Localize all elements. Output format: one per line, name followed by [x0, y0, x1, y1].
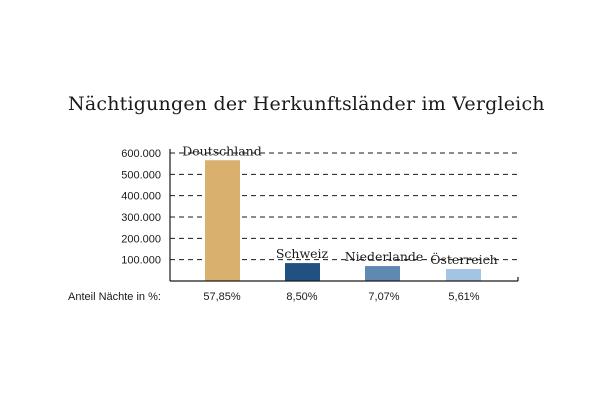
y-tick-label: 300.000: [121, 212, 161, 224]
share-value: 5,61%: [448, 291, 479, 303]
bar: [285, 263, 320, 281]
y-tick-label: 500.000: [121, 169, 161, 181]
category-label: Niederlande: [345, 249, 424, 264]
y-tick-label: 400.000: [121, 191, 161, 203]
share-label: Anteil Nächte in %:: [68, 291, 161, 303]
y-tick-label: 100.000: [121, 255, 161, 267]
bar: [446, 269, 481, 281]
category-label: Schweiz: [276, 246, 329, 261]
y-tick-label: 200.000: [121, 233, 161, 245]
bar: [205, 160, 240, 281]
share-value: 7,07%: [368, 291, 399, 303]
y-tick-label: 600.000: [121, 148, 161, 160]
chart-title: Nächtigungen der Herkunftsländer im Verg…: [68, 93, 545, 115]
bar: [365, 266, 400, 281]
category-label: Österreich: [430, 251, 497, 267]
category-label: Deutschland: [182, 143, 261, 158]
share-value: 57,85%: [203, 291, 241, 303]
share-value: 8,50%: [286, 291, 317, 303]
